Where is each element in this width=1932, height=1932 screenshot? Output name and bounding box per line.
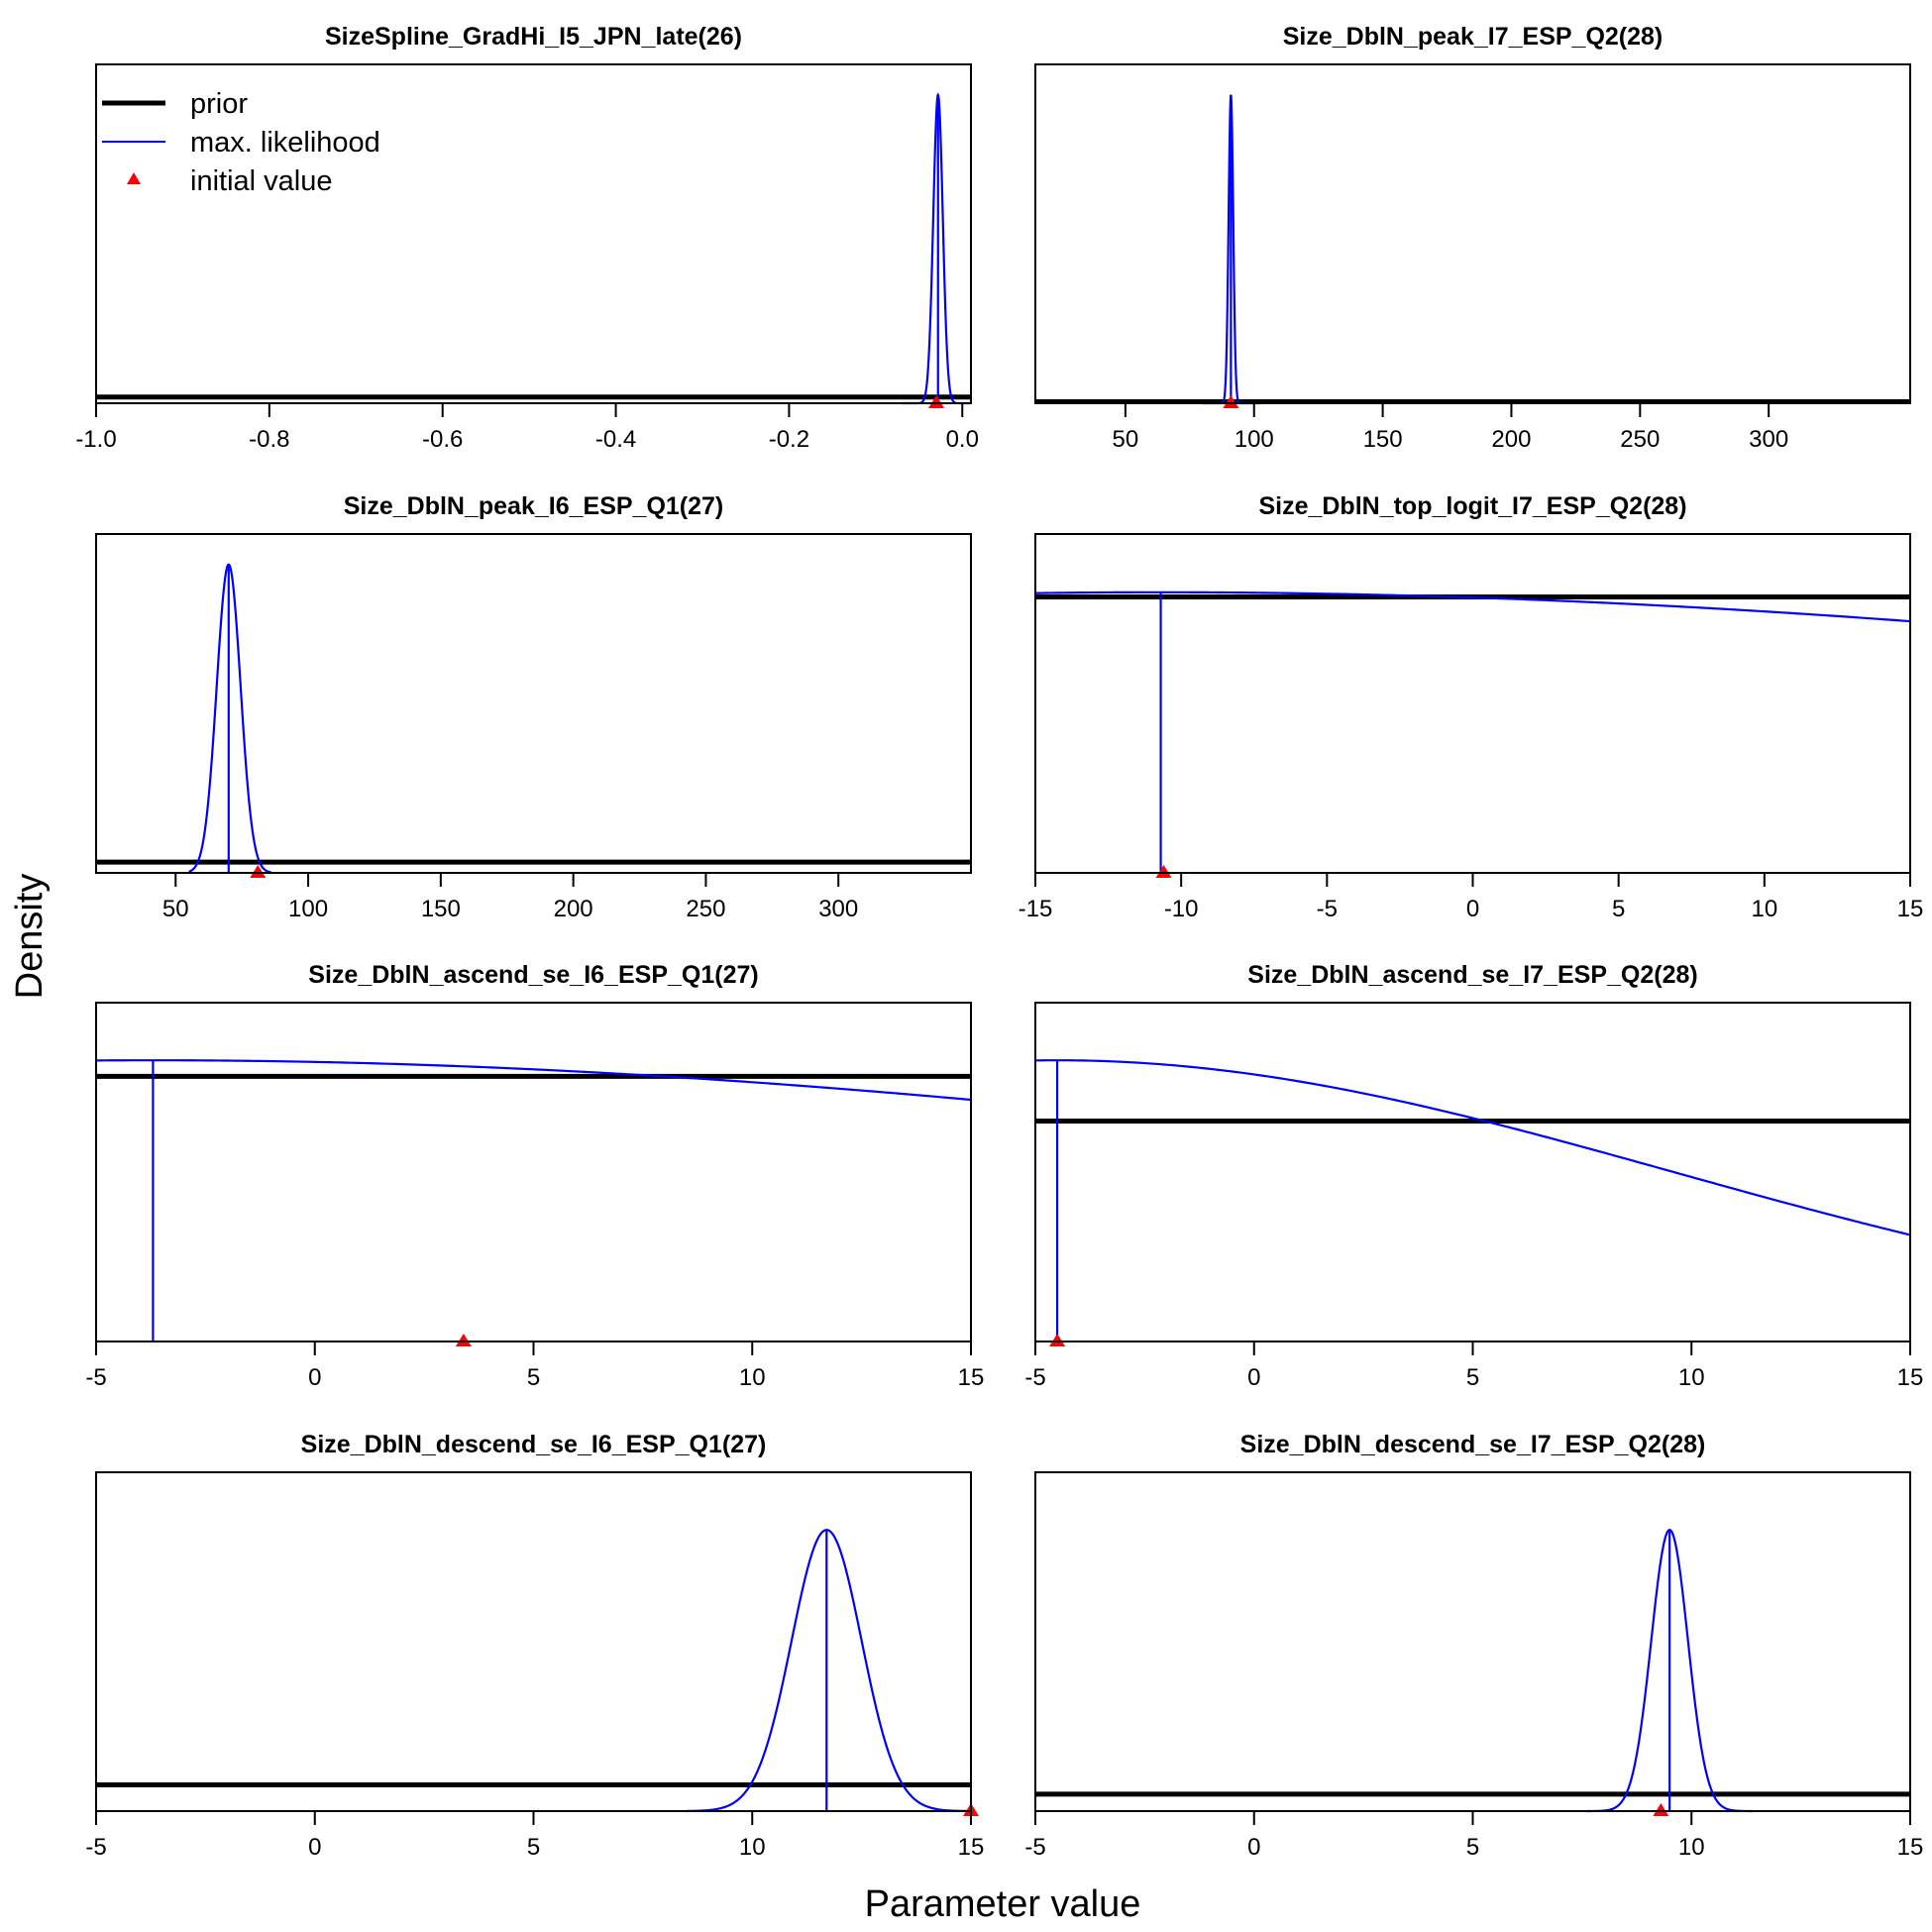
legend-initial-swatch — [127, 172, 141, 184]
panel-title: SizeSpline_GradHi_I5_JPN_late(26) — [325, 23, 742, 51]
x-tick-label: 300 — [1749, 426, 1788, 453]
x-tick-label: 100 — [288, 896, 328, 922]
x-tick-label: -1.0 — [75, 426, 116, 453]
panel-7: Size_DblN_descend_se_I6_ESP_Q1(27) -5 0 5 10… — [85, 1431, 984, 1861]
panels-group: SizeSpline_GradHi_I5_JPN_late(26) -1.0 -0.… — [75, 23, 1923, 1861]
initial-value-marker — [250, 865, 267, 878]
plot-frame — [1034, 533, 1911, 874]
panel-1: SizeSpline_GradHi_I5_JPN_late(26) -1.0 -0.… — [75, 23, 979, 453]
x-tick-label: -5 — [1024, 1834, 1045, 1861]
x-tick-label: -5 — [85, 1364, 106, 1391]
panel-4: Size_DblN_top_logit_I7_ESP_Q2(28) -15 -10 -… — [1019, 492, 1924, 922]
panel-title: Size_DblN_peak_I7_ESP_Q2(28) — [1283, 23, 1664, 51]
x-tick-label: -0.6 — [422, 426, 463, 453]
panel-2: Size_DblN_peak_I7_ESP_Q2(28) 50 100 150 200 2… — [1034, 23, 1911, 453]
x-tick-label: -5 — [1024, 1364, 1045, 1391]
panel-title: Size_DblN_top_logit_I7_ESP_Q2(28) — [1258, 492, 1686, 520]
x-tick-label: 15 — [958, 1364, 985, 1391]
x-tick-label: -5 — [85, 1834, 106, 1861]
x-tick-label: -0.4 — [595, 426, 636, 453]
plot-frame — [1034, 1471, 1911, 1812]
legend-initial-label: initial value — [190, 165, 332, 197]
x-tick-label: 100 — [1234, 426, 1274, 453]
y-axis-label: Density — [9, 874, 51, 1000]
initial-value-marker — [1049, 1334, 1066, 1346]
initial-value-marker — [1155, 865, 1172, 878]
plot-frame — [95, 1002, 972, 1342]
x-tick-label: 250 — [1620, 426, 1660, 453]
initial-value-marker — [455, 1334, 472, 1346]
plot-frame — [95, 1471, 972, 1812]
x-tick-label: 5 — [1466, 1834, 1479, 1861]
plot-frame — [1034, 1002, 1911, 1342]
x-tick-label: -0.8 — [249, 426, 289, 453]
panel-3: Size_DblN_peak_I6_ESP_Q1(27) 50 100 150 200 2… — [95, 492, 972, 922]
panel-title: Size_DblN_peak_I6_ESP_Q1(27) — [344, 492, 724, 520]
x-tick-label: 200 — [554, 896, 593, 922]
x-tick-label: -5 — [1317, 896, 1338, 922]
x-tick-label: -10 — [1164, 896, 1199, 922]
mle-curve — [1034, 590, 1911, 623]
x-tick-label: 200 — [1491, 426, 1531, 453]
x-tick-label: 0 — [308, 1364, 321, 1391]
panel-title: Size_DblN_ascend_se_I6_ESP_Q1(27) — [308, 961, 758, 989]
initial-value-marker — [1653, 1803, 1669, 1816]
x-tick-label: 150 — [1363, 426, 1403, 453]
x-axis-label: Parameter value — [865, 1883, 1141, 1925]
x-tick-label: 15 — [1897, 896, 1924, 922]
panel-5: Size_DblN_ascend_se_I6_ESP_Q1(27) -5 0 5 10 1… — [85, 961, 984, 1391]
x-tick-label: 5 — [527, 1834, 540, 1861]
panel-title: Size_DblN_descend_se_I7_ESP_Q2(28) — [1240, 1431, 1706, 1458]
mle-curve — [1034, 1059, 1911, 1236]
plot-frame — [1034, 63, 1911, 404]
x-tick-label: 5 — [527, 1364, 540, 1391]
mle-curve — [95, 1059, 972, 1102]
panel-6: Size_DblN_ascend_se_I7_ESP_Q2(28) -5 0 5 10 1… — [1024, 961, 1923, 1391]
x-tick-label: 15 — [1897, 1834, 1924, 1861]
initial-value-marker — [1223, 395, 1239, 408]
initial-value-marker — [928, 395, 945, 408]
x-tick-label: 5 — [1466, 1364, 1479, 1391]
mle-curve — [188, 563, 271, 874]
plot-frame — [95, 63, 972, 404]
x-tick-label: 0 — [1247, 1834, 1260, 1861]
x-tick-label: -0.2 — [769, 426, 809, 453]
legend: prior max. likelihood initial value — [102, 88, 380, 197]
x-tick-label: 150 — [421, 896, 461, 922]
x-tick-label: 10 — [1678, 1834, 1705, 1861]
x-tick-label: 0.0 — [946, 426, 979, 453]
x-tick-label: 10 — [1678, 1364, 1705, 1391]
x-tick-label: 0 — [1247, 1364, 1260, 1391]
x-tick-label: 5 — [1612, 896, 1625, 922]
panel-8: Size_DblN_descend_se_I7_ESP_Q2(28) -5 0 5 10… — [1024, 1431, 1923, 1861]
legend-mle-label: max. likelihood — [190, 127, 380, 159]
panel-title: Size_DblN_descend_se_I6_ESP_Q1(27) — [301, 1431, 767, 1458]
x-tick-label: 10 — [739, 1834, 766, 1861]
panel-title: Size_DblN_ascend_se_I7_ESP_Q2(28) — [1247, 961, 1697, 989]
mle-curve — [687, 1529, 972, 1813]
x-tick-label: 300 — [818, 896, 858, 922]
x-tick-label: 10 — [1751, 896, 1777, 922]
plot-frame — [95, 533, 972, 874]
x-tick-label: 50 — [162, 896, 189, 922]
x-tick-label: 0 — [308, 1834, 321, 1861]
x-tick-label: 0 — [1466, 896, 1479, 922]
x-tick-label: -15 — [1019, 896, 1053, 922]
x-tick-label: 15 — [1897, 1364, 1924, 1391]
x-tick-label: 10 — [739, 1364, 766, 1391]
x-tick-label: 250 — [686, 896, 725, 922]
x-tick-label: 50 — [1113, 426, 1139, 453]
legend-prior-label: prior — [190, 88, 248, 120]
mle-curve — [902, 92, 971, 405]
x-tick-label: 15 — [958, 1834, 985, 1861]
